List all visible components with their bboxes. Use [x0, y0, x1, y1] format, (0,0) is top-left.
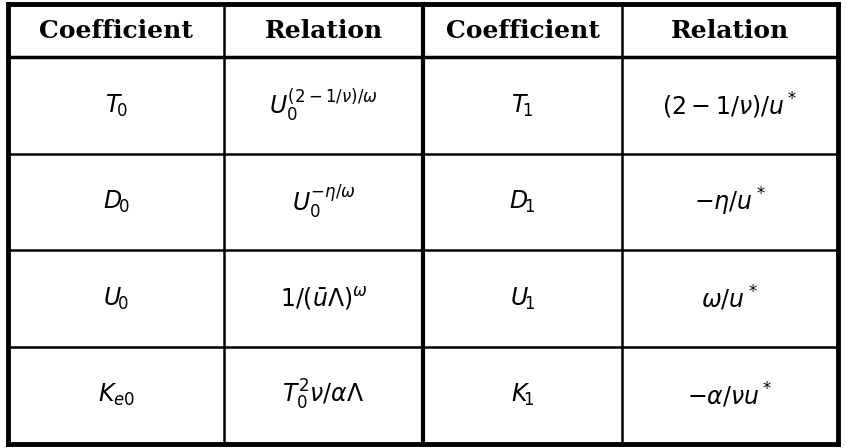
Text: $T_{\!1}$: $T_{\!1}$ [511, 92, 534, 119]
Text: $K_{\!1}$: $K_{\!1}$ [511, 382, 535, 408]
Text: $-\eta/u^*$: $-\eta/u^*$ [694, 186, 766, 218]
Text: Coefficient: Coefficient [446, 19, 600, 43]
Text: $\omega/u^*$: $\omega/u^*$ [701, 284, 758, 313]
Text: $D_{\!1}$: $D_{\!1}$ [509, 189, 536, 215]
Text: Relation: Relation [265, 19, 382, 43]
Text: $T_{\!0}$: $T_{\!0}$ [105, 92, 128, 119]
Text: $U_0^{-\eta/\omega}$: $U_0^{-\eta/\omega}$ [292, 184, 355, 220]
Text: $D_{\!0}$: $D_{\!0}$ [102, 189, 129, 215]
Text: $U_{\!1}$: $U_{\!1}$ [510, 285, 536, 312]
Text: Coefficient: Coefficient [39, 19, 193, 43]
Text: $(2-1/\nu)/u^*$: $(2-1/\nu)/u^*$ [662, 90, 798, 121]
Text: $1/(\bar{u}\Lambda)^{\omega}$: $1/(\bar{u}\Lambda)^{\omega}$ [279, 285, 367, 312]
Text: $U_{\!0}$: $U_{\!0}$ [103, 285, 129, 312]
Text: $T_0^{2}\nu/\alpha\Lambda$: $T_0^{2}\nu/\alpha\Lambda$ [283, 378, 365, 412]
Text: $-\alpha/\nu u^*$: $-\alpha/\nu u^*$ [687, 381, 772, 410]
Text: $K_{e0}$: $K_{e0}$ [97, 382, 135, 408]
Text: Relation: Relation [671, 19, 788, 43]
Text: $U_0^{(2-1/\nu)/\omega}$: $U_0^{(2-1/\nu)/\omega}$ [269, 87, 378, 124]
